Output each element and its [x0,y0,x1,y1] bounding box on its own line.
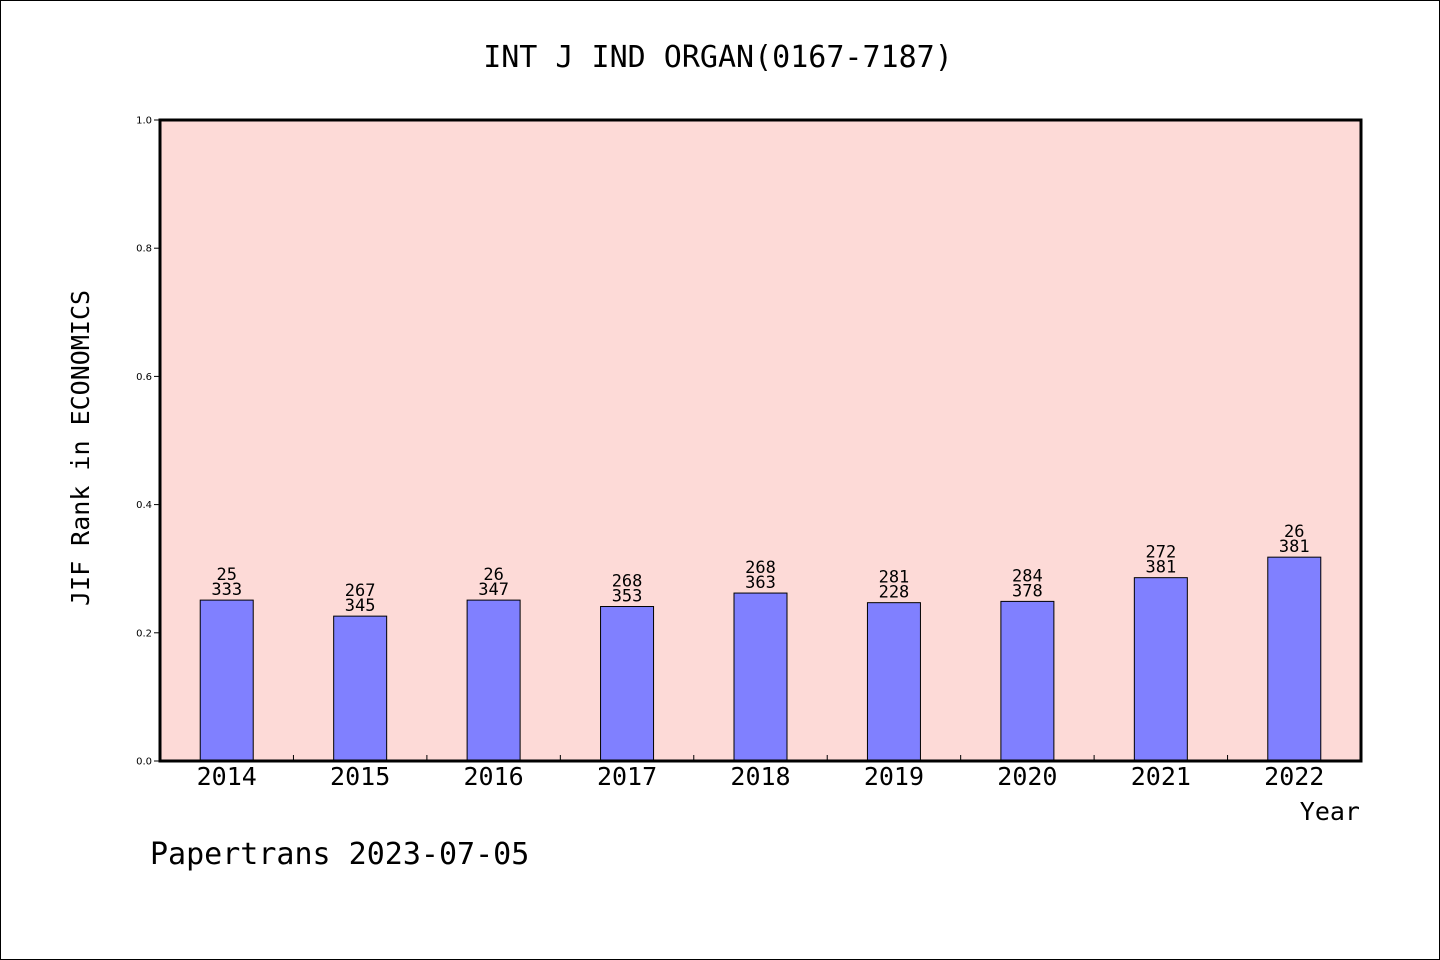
x-axis-label: Year [1300,797,1360,826]
x-axis: 2014 2015 2016 2017 2018 2019 2020 2021 2022 [197,755,1324,791]
bar [866,602,921,762]
bar-label-rank: 284 [1012,566,1043,586]
chart-title: INT J IND ORGAN(0167-7187) [483,40,953,75]
y-tick-label: 0.2 [136,628,152,639]
bar [199,599,254,762]
bar [733,592,788,762]
bar-label-rank: 267 [345,581,376,601]
bar-label-rank: 26 [483,565,503,585]
plot-border [158,118,1363,763]
bar-label-total: 363 [745,573,776,593]
bar-label-total: 347 [478,580,509,600]
x-tick-label: 2019 [864,762,924,791]
x-tick-label: 2018 [730,762,790,791]
x-tick-label: 2022 [1264,762,1324,791]
bar-label-rank: 268 [745,558,776,578]
bar [1133,577,1188,762]
bar-label-total: 381 [1279,537,1310,557]
x-tick-label: 2015 [330,762,390,791]
bar-label-total: 333 [211,580,242,600]
y-axis-label: JIF Rank in ECONOMICS [66,290,95,606]
bar [600,606,655,762]
x-tick-label: 2020 [997,762,1057,791]
bar-label-total: 228 [879,583,910,603]
bar-label-total: 353 [612,587,643,607]
bar [333,615,388,762]
bar-label-total: 345 [345,596,376,616]
bar [1267,556,1322,762]
x-tick-label: 2014 [197,762,257,791]
y-axis: 0.0 0.2 0.4 0.6 0.8 1.0 [136,116,160,768]
bar-label-rank: 26 [1284,522,1304,542]
bar-label-rank: 25 [216,565,236,585]
y-tick-label: 1.0 [136,116,152,127]
x-tick-label: 2016 [464,762,524,791]
footer-credit: Papertrans 2023-07-05 [150,837,529,872]
y-tick-label: 0.8 [136,244,152,255]
bar [466,599,521,762]
bar-label-total: 378 [1012,581,1043,601]
bar-label-rank: 281 [879,568,910,588]
bar-label-total: 381 [1145,558,1176,578]
y-tick-label: 0.6 [136,372,152,383]
bar-label-rank: 268 [612,572,643,592]
bar-label-rank: 272 [1145,543,1176,563]
y-tick-label: 0.0 [136,757,152,768]
x-tick-label: 2017 [597,762,657,791]
y-tick-label: 0.4 [136,500,152,511]
x-tick-label: 2021 [1131,762,1191,791]
bar [1000,600,1055,762]
